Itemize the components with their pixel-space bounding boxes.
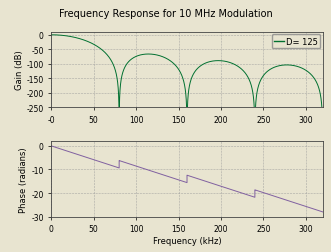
Legend: D= 125: D= 125 — [272, 35, 320, 49]
Text: Frequency Response for 10 MHz Modulation: Frequency Response for 10 MHz Modulation — [59, 9, 272, 19]
Y-axis label: Phase (radians): Phase (radians) — [20, 146, 28, 212]
X-axis label: Frequency (kHz): Frequency (kHz) — [153, 236, 221, 245]
Y-axis label: Gain (dB): Gain (dB) — [15, 50, 24, 90]
